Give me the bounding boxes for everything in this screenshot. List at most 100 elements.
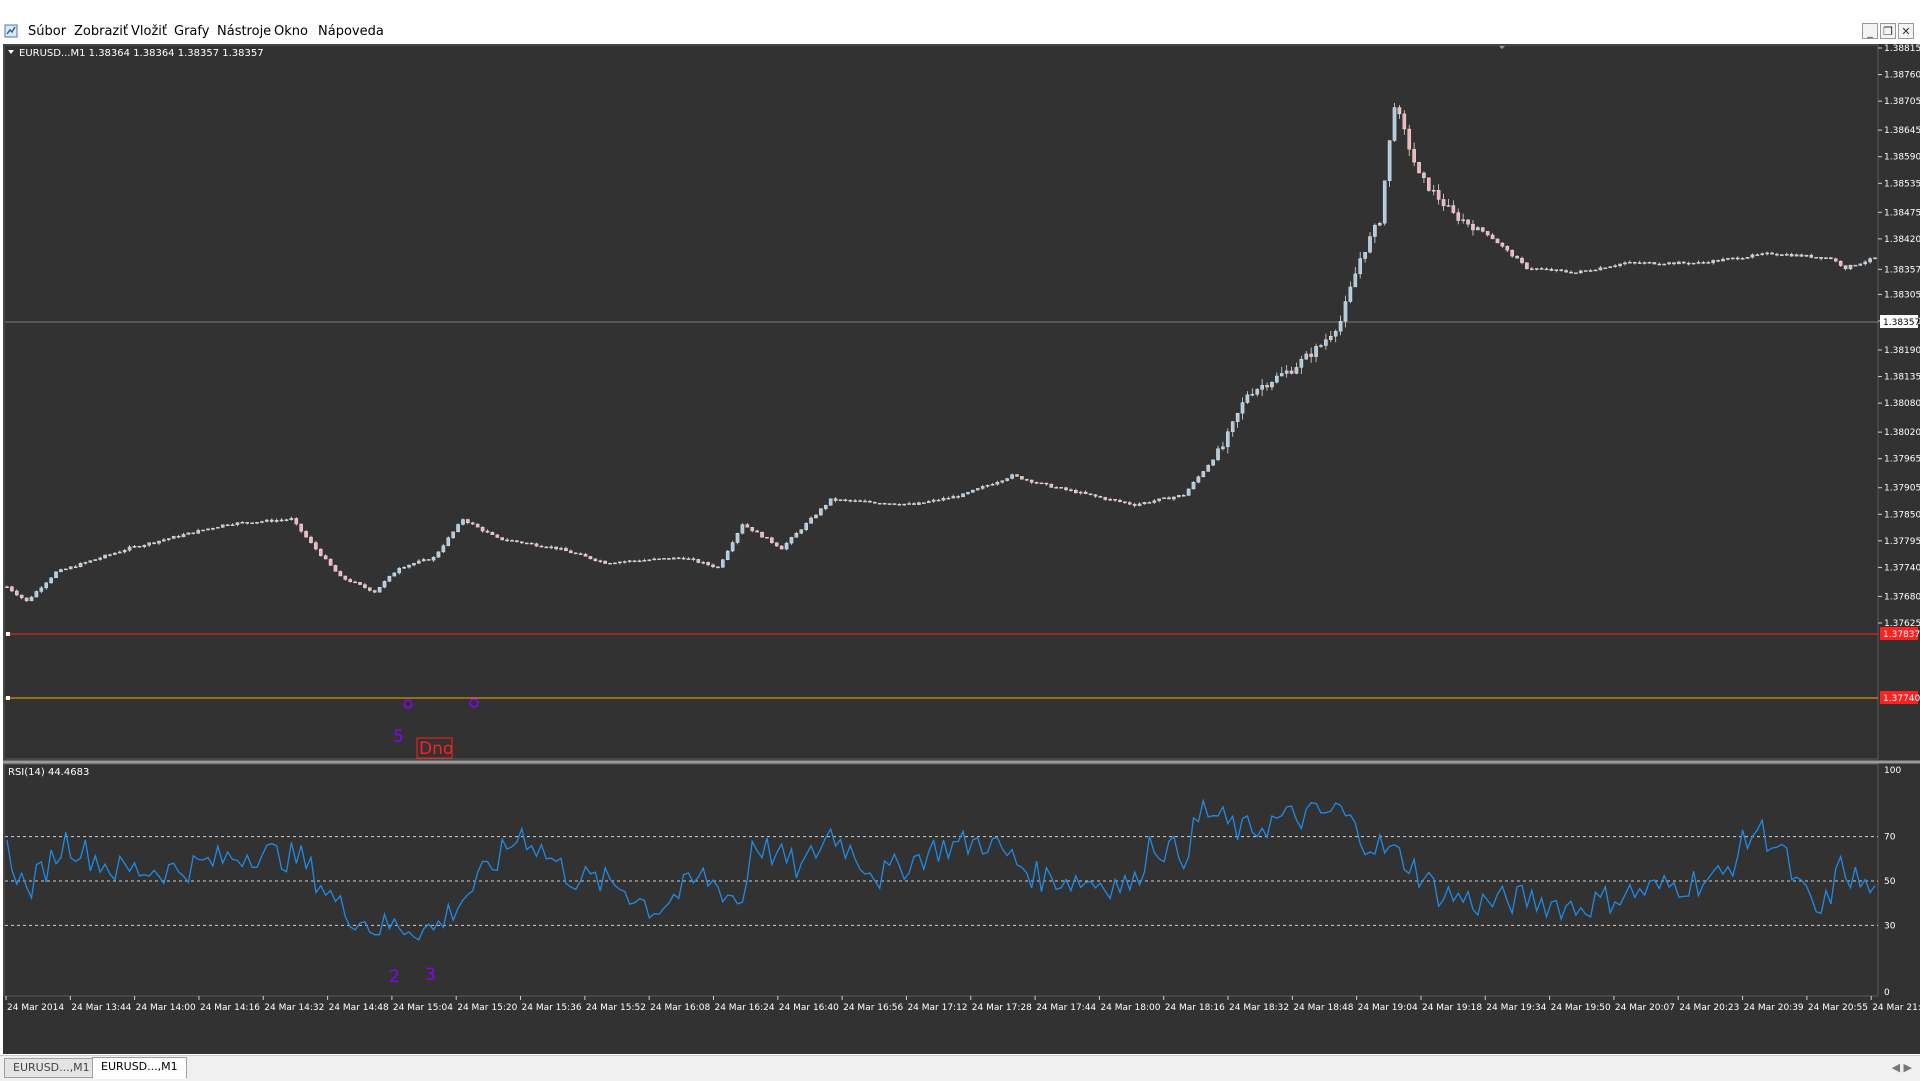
candle-body <box>524 542 529 545</box>
candle-body <box>1755 254 1760 256</box>
candle-body <box>10 586 14 592</box>
rsi-header: RSI(14) 44.4683 <box>8 767 89 778</box>
price-axis: 1.38815 1.38760 1.38705 1.38645 1.38590 1.385… <box>1878 44 1920 629</box>
chart-header: EURUSD...M1 1.38364 1.38364 1.38357 1.38… <box>19 48 264 59</box>
candle-body <box>1230 421 1235 432</box>
candle-body <box>1348 286 1353 302</box>
candle-body <box>402 566 406 569</box>
candle-body <box>784 542 789 550</box>
candle-body <box>554 546 558 550</box>
candle-body <box>269 519 274 522</box>
candle-body <box>907 503 911 505</box>
candle-body <box>985 485 990 487</box>
candle-body <box>1181 495 1186 497</box>
menu-charts[interactable]: Grafy <box>174 24 210 39</box>
dno-label-box[interactable] <box>416 737 453 759</box>
candle-body <box>1123 501 1127 503</box>
menu-insert[interactable]: Vložiť <box>131 24 167 39</box>
candle-body <box>1745 257 1750 259</box>
candle-body <box>206 528 210 531</box>
candle-body <box>68 566 73 570</box>
restore-button[interactable]: ❐ <box>1880 23 1896 39</box>
candle-body <box>93 559 98 561</box>
candle-body <box>1711 260 1716 264</box>
candle-body <box>505 539 509 542</box>
candle-body <box>461 519 465 525</box>
menu-view[interactable]: Zobraziť <box>74 24 128 39</box>
candle-body <box>1824 257 1828 259</box>
candle-body <box>294 518 299 525</box>
candle-body <box>1853 264 1858 267</box>
time-tick-label: 24 Mar 15:36 <box>522 1003 582 1013</box>
candle-body <box>1735 257 1740 260</box>
candle-body <box>1039 482 1044 485</box>
rsi-line <box>6 798 1876 941</box>
candle-body <box>750 527 755 532</box>
candle-body <box>1716 260 1720 262</box>
candle-body <box>1392 107 1397 141</box>
current-price-label: 1.38357 <box>1883 318 1920 328</box>
candle-body <box>1083 491 1088 494</box>
candle-body <box>858 500 862 502</box>
chart-tab-1[interactable]: EURUSD...,M1 <box>4 1058 99 1078</box>
candle-body <box>779 545 784 550</box>
candle-body <box>1731 257 1735 260</box>
chart-tab-2[interactable]: EURUSD...,M1 <box>92 1057 187 1079</box>
rsi-wave-label-3[interactable]: 3 <box>425 965 436 985</box>
candle-body <box>1480 227 1485 232</box>
candle-body <box>466 519 470 523</box>
candle-body <box>544 546 549 549</box>
price-tick-label: 1.38645 <box>1884 126 1920 136</box>
candle-body <box>299 523 303 532</box>
candle-body <box>1534 268 1539 270</box>
candle-body <box>652 558 656 561</box>
resistance-handle[interactable] <box>6 632 10 636</box>
wave-marker-1[interactable] <box>403 699 413 709</box>
menu-file[interactable]: Súbor <box>28 24 67 39</box>
candle-body <box>142 544 147 548</box>
shift-marker-icon[interactable] <box>1499 46 1505 49</box>
candle-body <box>353 581 357 584</box>
candle-body <box>833 498 838 501</box>
rsi-tick-label: 50 <box>1884 877 1896 887</box>
candle-body <box>1147 502 1152 504</box>
rsi-wave-label-2[interactable]: 2 <box>389 967 400 987</box>
time-tick-label: 24 Mar 15:04 <box>393 1003 453 1013</box>
app-icon[interactable] <box>4 24 18 38</box>
candle-body <box>1255 389 1260 395</box>
candle-body <box>529 542 534 545</box>
candle-body <box>1294 367 1299 374</box>
candle-body <box>868 500 872 503</box>
candle-body <box>108 554 112 556</box>
candle-body <box>966 492 970 494</box>
menu-window[interactable]: Okno <box>274 24 308 39</box>
current-price-tag <box>1880 315 1918 328</box>
chart-canvas[interactable]: EURUSD...M1 1.38364 1.38364 1.38357 1.38… <box>3 44 1920 1054</box>
wave-label-5[interactable]: 5 <box>393 727 404 747</box>
menu-tools[interactable]: Nástroje <box>217 24 272 39</box>
minimize-button[interactable]: _ <box>1862 23 1878 39</box>
candle-body <box>1770 252 1774 255</box>
close-button[interactable]: ✕ <box>1898 23 1914 39</box>
candle-body <box>1784 254 1789 256</box>
support-handle[interactable] <box>6 696 10 700</box>
candle-body <box>1422 172 1426 178</box>
candle-body <box>1750 254 1755 258</box>
dno-label[interactable]: Dno <box>419 739 453 759</box>
candle-body <box>132 546 137 548</box>
candle-body <box>323 555 328 560</box>
time-tick-label: 24 Mar 16:40 <box>779 1003 839 1013</box>
price-tick-label: 1.38535 <box>1884 179 1920 189</box>
candle-body <box>1804 254 1809 257</box>
candle-body <box>1485 231 1490 236</box>
collapse-triangle-icon[interactable] <box>8 50 14 54</box>
price-tick-label: 1.38705 <box>1884 97 1920 107</box>
chart-window[interactable]: EURUSD...M1 1.38364 1.38364 1.38357 1.38… <box>3 44 1920 1054</box>
candle-body <box>343 575 348 580</box>
candle-body <box>549 546 554 549</box>
tab-scroll-arrows-icon[interactable]: ◀ ▶ <box>1891 1061 1912 1074</box>
menu-help[interactable]: Nápoveda <box>318 24 384 39</box>
candle-body <box>745 524 750 528</box>
wave-marker-2[interactable] <box>469 698 479 708</box>
candle-body <box>1505 246 1510 251</box>
